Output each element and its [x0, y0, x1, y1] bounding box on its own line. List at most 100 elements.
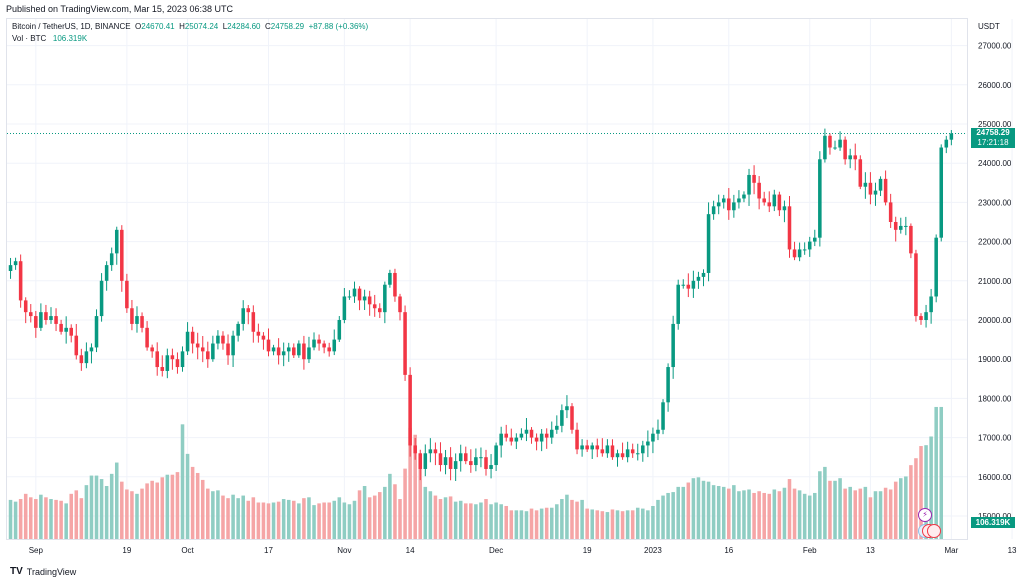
candle-body	[494, 445, 498, 466]
chart-pane[interactable]	[6, 18, 968, 540]
brand-name: TradingView	[26, 566, 77, 577]
volume-bar	[69, 493, 73, 539]
candle-body	[807, 241, 812, 250]
candle-body	[792, 249, 797, 258]
x-tick-label: 19	[122, 546, 131, 555]
candle-body	[403, 312, 407, 375]
volume-bar	[797, 490, 802, 539]
volume-bar	[34, 499, 38, 539]
volume-bar	[130, 491, 134, 539]
x-tick-label: Dec	[489, 546, 503, 555]
candle-body	[372, 304, 377, 309]
candle-body	[185, 331, 190, 352]
candle-body	[286, 347, 291, 352]
last-price: 24758.29	[976, 128, 1010, 137]
volume-bar	[656, 499, 660, 539]
volume-bar	[271, 502, 276, 539]
volume-bar	[555, 504, 559, 539]
candle-body	[757, 182, 761, 199]
volume-bar	[8, 499, 13, 539]
volume-bar	[165, 474, 170, 539]
volume-bar	[241, 495, 245, 539]
volume-bar	[448, 496, 453, 539]
candle-body	[595, 445, 600, 450]
volume-bar	[160, 477, 165, 539]
candle-body	[195, 343, 200, 348]
candle-body	[378, 308, 382, 313]
candle-body	[155, 351, 159, 368]
lightning-icon[interactable]: ⚡	[918, 508, 932, 522]
candle-body	[489, 465, 493, 469]
x-tick-label: Feb	[803, 546, 817, 555]
volume-bar	[135, 493, 139, 539]
volume-bar	[580, 499, 584, 539]
candle-body	[802, 249, 807, 251]
candle-body	[337, 320, 342, 340]
candle-body	[787, 206, 792, 250]
volume-bar	[489, 504, 493, 539]
candle-body	[246, 308, 251, 313]
volume-bar	[266, 503, 271, 539]
candle-body	[49, 316, 53, 320]
volume-bar	[413, 434, 417, 539]
volume-bar	[752, 492, 756, 539]
volume-bar	[357, 490, 362, 539]
candle-body	[292, 347, 296, 356]
candle-body	[630, 449, 635, 454]
volume-bar	[863, 486, 868, 539]
candle-body	[281, 351, 286, 356]
volume-bar	[873, 491, 878, 539]
candle-body	[888, 202, 893, 222]
candle-body	[560, 410, 564, 426]
x-tick-label: Oct	[181, 546, 194, 555]
candle-body	[448, 457, 453, 469]
candle-body	[711, 206, 716, 215]
volume-bar	[200, 479, 205, 539]
candle-body	[59, 323, 63, 332]
volume-bar	[732, 485, 736, 539]
candles	[8, 128, 954, 482]
volume-bar	[23, 493, 28, 539]
published-note: Published on TradingView.com, Mar 15, 20…	[6, 4, 233, 14]
x-tick-label: 13	[1008, 546, 1017, 555]
dividend-icon[interactable]	[927, 524, 941, 538]
candle-body	[221, 335, 225, 344]
candle-body	[934, 237, 938, 297]
x-tick-label: 13	[866, 546, 875, 555]
volume-bar	[919, 446, 923, 539]
volume-bar	[59, 500, 63, 539]
volume-bar	[595, 510, 600, 539]
volume-bar	[762, 492, 766, 539]
tradingview-logo[interactable]: TV	[10, 566, 23, 577]
volume-bar	[666, 492, 670, 539]
symbol-label: Bitcoin / TetherUS, 1D, BINANCE	[12, 22, 131, 31]
candle-body	[762, 198, 766, 203]
volume-bar	[853, 490, 858, 539]
y-tick-label: 16000.00	[978, 473, 1012, 482]
volume-bar	[64, 503, 68, 539]
volume-bar	[403, 468, 407, 539]
candle-body	[904, 225, 908, 227]
candle-body	[327, 347, 331, 352]
candle-body	[271, 347, 276, 352]
candle-body	[408, 374, 412, 446]
candle-body	[635, 453, 640, 455]
volume-bar	[843, 488, 847, 539]
candle-body	[828, 135, 832, 148]
volume-bar	[39, 494, 43, 539]
candle-body	[747, 174, 751, 195]
candle-body	[899, 225, 903, 230]
candle-body	[499, 433, 503, 446]
volume-bar	[767, 493, 772, 539]
volume-bar	[195, 472, 200, 539]
candle-body	[843, 139, 847, 160]
candle-body	[433, 449, 438, 454]
volume-bar	[575, 501, 579, 539]
candle-body	[600, 449, 605, 454]
volume-bar	[590, 509, 594, 539]
volume-bar	[787, 479, 792, 539]
candle-body	[479, 457, 483, 459]
candle-body	[150, 347, 154, 352]
x-tick-label: 2023	[644, 546, 662, 555]
